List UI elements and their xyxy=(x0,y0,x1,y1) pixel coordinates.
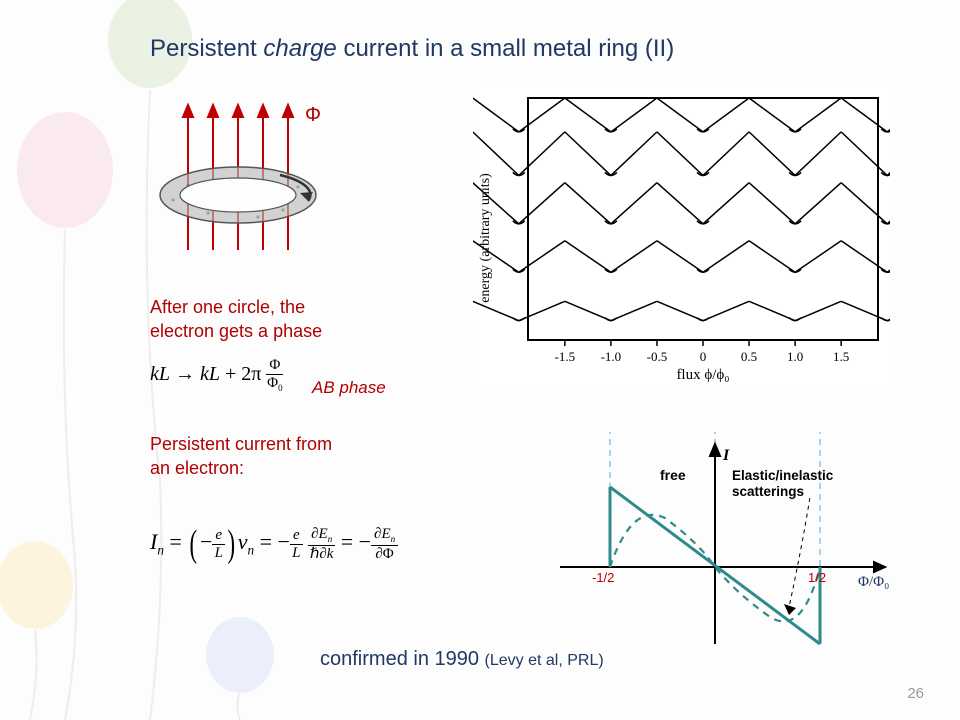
svg-text:0.5: 0.5 xyxy=(741,349,757,364)
slide-title: Persistent charge current in a small met… xyxy=(150,35,674,63)
svg-text:1.0: 1.0 xyxy=(787,349,803,364)
xtick-pos: 1/2 xyxy=(808,570,826,585)
ylabel: energy (arbitrary units) xyxy=(478,173,493,303)
svg-text:-1.0: -1.0 xyxy=(601,349,622,364)
footer-citation: confirmed in 1990 (Levy et al, PRL) xyxy=(320,648,604,671)
after-circle-text: After one circle, the electron gets a ph… xyxy=(150,295,322,344)
x-axis-label: Φ/Φ₀ xyxy=(858,574,889,590)
equation-phase: kL → kL + 2π ΦΦ0 xyxy=(150,358,283,393)
xtick-neg: -1/2 xyxy=(592,570,614,585)
phi-label: Φ xyxy=(305,104,321,127)
footer-cite: (Levy et al, PRL) xyxy=(485,652,604,669)
title-suffix: current in a small metal ring (II) xyxy=(337,35,674,62)
page-number: 26 xyxy=(907,685,924,702)
svg-text:1.5: 1.5 xyxy=(833,349,849,364)
ab-phase-label: AB phase xyxy=(312,378,386,398)
free-label: free xyxy=(660,467,686,483)
title-emph: charge xyxy=(263,35,336,62)
current-flux-plot: free Elastic/inelastic scatterings I -1/… xyxy=(540,432,900,652)
svg-text:-0.5: -0.5 xyxy=(647,349,668,364)
equation-current: In = (−eL)vn = −eL ∂Enℏ∂k = −∂En∂Φ xyxy=(150,522,398,566)
i-label: I xyxy=(722,447,730,464)
xlabel: flux ϕ/ϕ₀ xyxy=(676,367,729,383)
energy-flux-plot: -1.5 -1.0 -0.5 0 0.5 1.0 1.5 energy (arbitrary… xyxy=(473,88,890,385)
scatter-label-1: Elastic/inelastic xyxy=(732,468,834,483)
svg-text:-1.5: -1.5 xyxy=(555,349,576,364)
persistent-current-text: Persistent current from an electron: xyxy=(150,432,332,481)
scatter-label-2: scatterings xyxy=(732,484,804,499)
svg-text:0: 0 xyxy=(700,349,707,364)
title-prefix: Persistent xyxy=(150,35,263,62)
footer-main: confirmed in 1990 xyxy=(320,648,485,670)
